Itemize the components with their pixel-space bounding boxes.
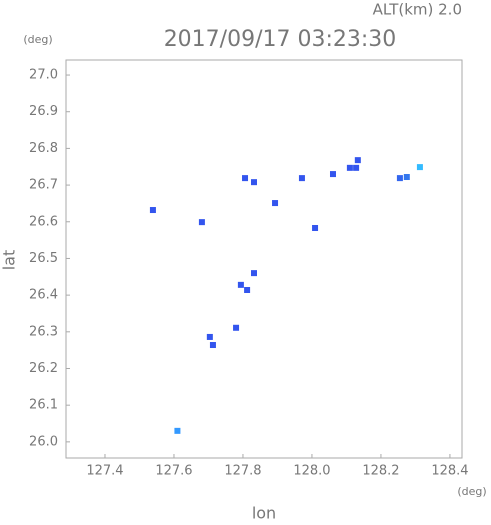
x-tick-label: 128.4 xyxy=(431,464,468,479)
echo xyxy=(233,324,240,331)
x-tick-label: 127.6 xyxy=(155,464,192,479)
chart-title: 2017/09/17 03:23:30 xyxy=(164,27,397,52)
y-unit: (deg) xyxy=(23,33,52,46)
y-tick-label: 26.1 xyxy=(29,398,58,413)
y-tick-label: 26.5 xyxy=(29,251,58,266)
y-tick-label: 26.0 xyxy=(29,434,58,449)
echo xyxy=(174,427,181,434)
echo xyxy=(250,179,257,186)
echo xyxy=(237,281,244,288)
x-unit: (deg) xyxy=(457,485,486,498)
echo xyxy=(329,171,336,178)
echo xyxy=(298,175,305,182)
x-tick-label: 128.2 xyxy=(362,464,399,479)
echo xyxy=(396,175,403,182)
y-tick-label: 26.7 xyxy=(29,178,58,193)
echo xyxy=(354,157,361,164)
y-tick-label: 26.4 xyxy=(29,288,58,303)
x-tick-label: 128.0 xyxy=(293,464,330,479)
y-tick-label: 26.3 xyxy=(29,324,58,339)
echo xyxy=(272,200,279,207)
y-tick-label: 26.8 xyxy=(29,141,58,156)
echo xyxy=(416,164,423,171)
x-axis-label: lon xyxy=(252,504,276,522)
echo xyxy=(353,164,360,171)
echo xyxy=(206,333,213,340)
echo xyxy=(209,342,216,349)
y-tick-label: 26.6 xyxy=(29,214,58,229)
x-tick-label: 127.4 xyxy=(86,464,123,479)
echo xyxy=(198,219,205,226)
altitude: ALT(km) 2.0 xyxy=(373,1,462,19)
echo xyxy=(312,225,319,232)
echo xyxy=(244,286,251,293)
echo xyxy=(403,174,410,181)
y-tick-label: 26.2 xyxy=(29,361,58,376)
x-tick-label: 127.8 xyxy=(224,464,261,479)
echo xyxy=(250,270,257,277)
echo xyxy=(149,207,156,214)
echo xyxy=(242,175,249,182)
y-tick-label: 26.9 xyxy=(29,104,58,119)
y-axis-label: lat xyxy=(0,250,19,271)
echo xyxy=(346,164,353,171)
plot-frame xyxy=(65,59,463,459)
y-tick-label: 27.0 xyxy=(29,68,58,83)
